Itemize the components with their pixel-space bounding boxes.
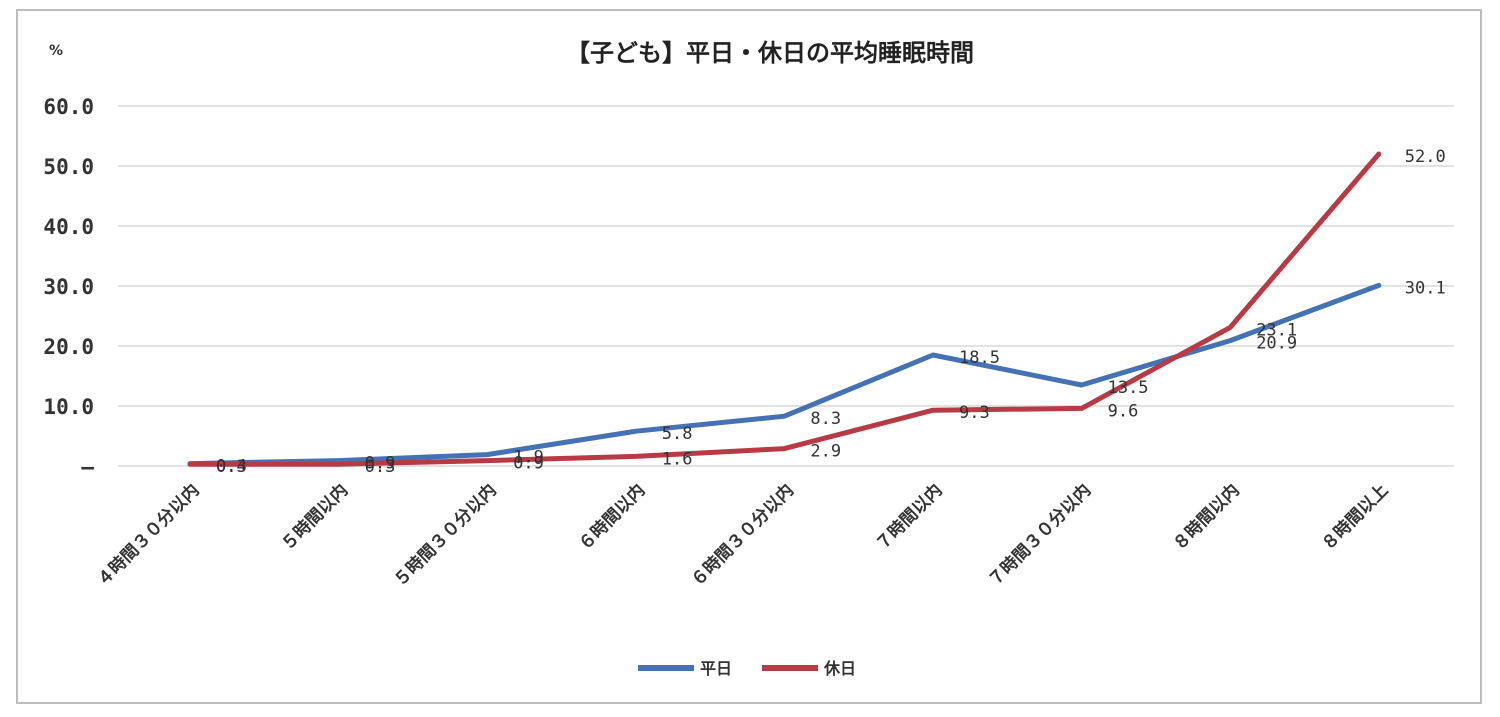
y-tick-label: 30.0 [43,275,94,299]
data-label-holiday: 52.0 [1405,147,1446,167]
data-label-holiday: 1.6 [662,449,693,469]
chart-frame: – 10.0 20.0 30.0 40.0 50.0 60.0 ４時間３０分以内 ５時間以内 ５… [16,9,1482,704]
data-label-weekday: 1.9 [513,448,544,468]
x-tick-label: ５時間以内 [277,480,352,555]
x-tick-label: ８時間以上 [1317,480,1392,555]
y-tick-label: 10.0 [43,395,94,419]
chart-title: 【子ども】平日・休日の平均睡眠時間 [566,39,974,67]
x-tick-label: ４時間３０分以内 [93,480,204,591]
data-label-weekday: 0.9 [365,454,396,474]
x-tick-label: ７時間以内 [872,480,947,555]
data-label-holiday: 0.9 [513,454,544,474]
data-label-holiday: 9.3 [959,403,990,423]
y-tick-label: – [81,455,94,479]
legend-label-holiday: 休日 [823,659,856,678]
series-line-weekday [187,282,1382,467]
legend-label-weekday: 平日 [700,659,732,678]
legend: 平日 休日 [638,659,856,678]
data-labels: 0.4 0.9 1.95.88.318.513.520.930.10.3 0.3 0.9… [216,147,1446,477]
x-tick-label: ８時間以内 [1169,480,1244,555]
line-chart: – 10.0 20.0 30.0 40.0 50.0 60.0 ４時間３０分以内 ５時間以内 ５… [43,39,1454,678]
data-label-holiday: 9.6 [1108,401,1139,421]
x-tick-label: ６時間３０分以内 [687,480,798,591]
y-tick-label: 60.0 [43,95,94,119]
series-line-holiday [187,151,1382,467]
data-label-weekday: 8.3 [810,409,841,429]
y-tick-label: 40.0 [43,215,94,239]
data-label-holiday: 2.9 [810,442,841,462]
y-axis: – 10.0 20.0 30.0 40.0 50.0 60.0 [43,95,94,479]
x-tick-label: ５時間３０分以内 [390,480,501,591]
x-axis: ４時間３０分以内 ５時間以内 ５時間３０分以内 ６時間以内 ６時間３０分以内 ７時間以内 ７… [93,480,1393,591]
grid-lines [118,105,1454,467]
data-label-weekday: 13.5 [1108,378,1149,398]
y-tick-label: 20.0 [43,335,94,359]
data-label-holiday: 0.3 [365,457,396,477]
y-unit-label: % [49,43,63,59]
x-tick-label: ７時間３０分以内 [984,480,1095,591]
x-tick-label: ６時間以内 [574,480,649,555]
series-lines [187,151,1382,467]
y-tick-label: 50.0 [43,155,94,179]
data-label-weekday: 5.8 [662,424,693,444]
data-label-holiday: 23.1 [1256,320,1297,340]
data-label-weekday: 0.4 [216,457,247,477]
data-label-weekday: 30.1 [1405,278,1446,298]
data-label-weekday: 20.9 [1256,334,1297,354]
data-label-holiday: 0.3 [216,457,247,477]
data-label-weekday: 18.5 [959,348,1000,368]
